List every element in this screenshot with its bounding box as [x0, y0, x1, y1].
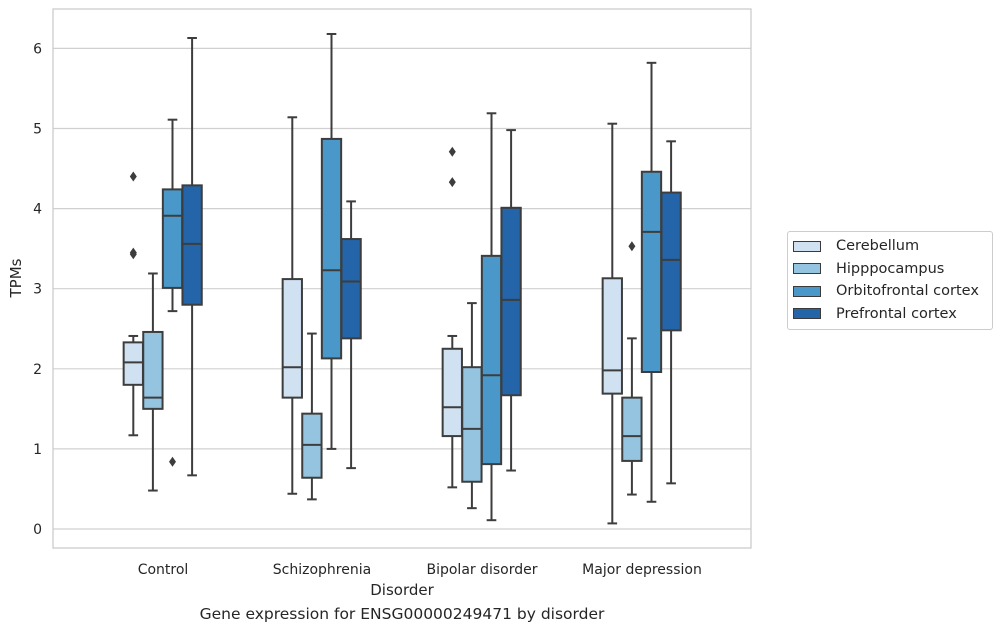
x-tick-label: Control — [138, 562, 189, 578]
plot-frame — [52, 8, 752, 549]
legend-label-prefrontal-cortex: Prefrontal cortex — [836, 305, 957, 322]
x-tick-label: Bipolar disorder — [426, 562, 537, 578]
legend: Cerebellum Hipppocampus Orbitofrontal co… — [787, 231, 993, 330]
box-iqr — [142, 330, 164, 410]
box-orbitofrontal-cortex — [480, 112, 503, 522]
legend-swatch-cerebellum — [793, 240, 821, 252]
legend-label-orbitofrontal-cortex: Orbitofrontal cortex — [836, 283, 979, 300]
box-prefrontal-cortex — [181, 36, 203, 477]
y-tick-label: 4 — [33, 202, 42, 218]
box-cerebellum — [281, 116, 303, 495]
box-iqr — [441, 347, 463, 438]
outlier-point — [448, 177, 456, 188]
box-iqr — [621, 396, 643, 462]
box-hipppocampus — [461, 302, 483, 510]
box-iqr — [601, 277, 623, 395]
y-tick-label: 6 — [33, 41, 42, 57]
x-tick-label: Schizophrenia — [273, 562, 371, 578]
box-hipppocampus — [142, 272, 164, 492]
box-prefrontal-cortex — [340, 200, 362, 470]
outlier-point — [628, 241, 636, 252]
box-hipppocampus — [301, 332, 323, 501]
legend-item-hippocampus: Hipppocampus — [788, 258, 992, 281]
legend-swatch-hippocampus — [793, 263, 821, 275]
box-orbitofrontal-cortex — [161, 118, 184, 467]
box-iqr — [340, 238, 362, 340]
x-axis-ticks: Control Schizophrenia Bipolar disorder Majo… — [138, 562, 702, 578]
box-iqr — [500, 206, 522, 397]
box-plot-area — [122, 32, 682, 525]
x-tick-label: Major depression — [582, 562, 702, 578]
box-cerebellum — [122, 171, 144, 437]
box-iqr — [122, 341, 144, 386]
box-hipppocampus — [621, 241, 643, 496]
legend-label-cerebellum: Cerebellum — [836, 238, 920, 255]
y-tick-label: 0 — [33, 522, 42, 538]
y-tick-label: 1 — [33, 442, 42, 458]
y-tick-label: 3 — [33, 282, 42, 298]
box-iqr — [660, 191, 682, 332]
box-orbitofrontal-cortex — [320, 32, 343, 450]
box-prefrontal-cortex — [500, 129, 522, 472]
y-tick-label: 5 — [33, 122, 42, 138]
y-axis-label: TPMs — [7, 258, 25, 298]
box-cerebellum — [441, 146, 463, 489]
legend-item-prefrontal-cortex: Prefrontal cortex — [788, 303, 992, 326]
y-tick-label: 2 — [33, 362, 42, 378]
legend-label-hippocampus: Hipppocampus — [836, 260, 945, 277]
x-axis-label: Disorder — [370, 581, 434, 599]
legend-swatch-orbitofrontal-cortex — [793, 285, 821, 297]
outlier-point — [129, 171, 137, 182]
outlier-point — [448, 146, 456, 157]
box-iqr — [480, 254, 503, 466]
outlier-point — [129, 249, 137, 260]
legend-item-orbitofrontal-cortex: Orbitofrontal cortex — [788, 280, 992, 303]
box-iqr — [320, 137, 343, 360]
y-axis-ticks: 0 1 2 3 4 5 6 — [33, 41, 42, 538]
box-iqr — [161, 188, 184, 289]
chart-caption: Gene expression for ENSG00000249471 by d… — [199, 605, 605, 623]
box-iqr — [640, 170, 663, 374]
box-iqr — [461, 366, 483, 483]
box-iqr — [281, 278, 303, 399]
legend-item-cerebellum: Cerebellum — [788, 235, 992, 258]
box-prefrontal-cortex — [660, 140, 682, 485]
legend-swatch-prefrontal-cortex — [793, 308, 821, 320]
outlier-point — [169, 456, 176, 467]
box-cerebellum — [601, 122, 623, 525]
box-iqr — [181, 184, 203, 306]
